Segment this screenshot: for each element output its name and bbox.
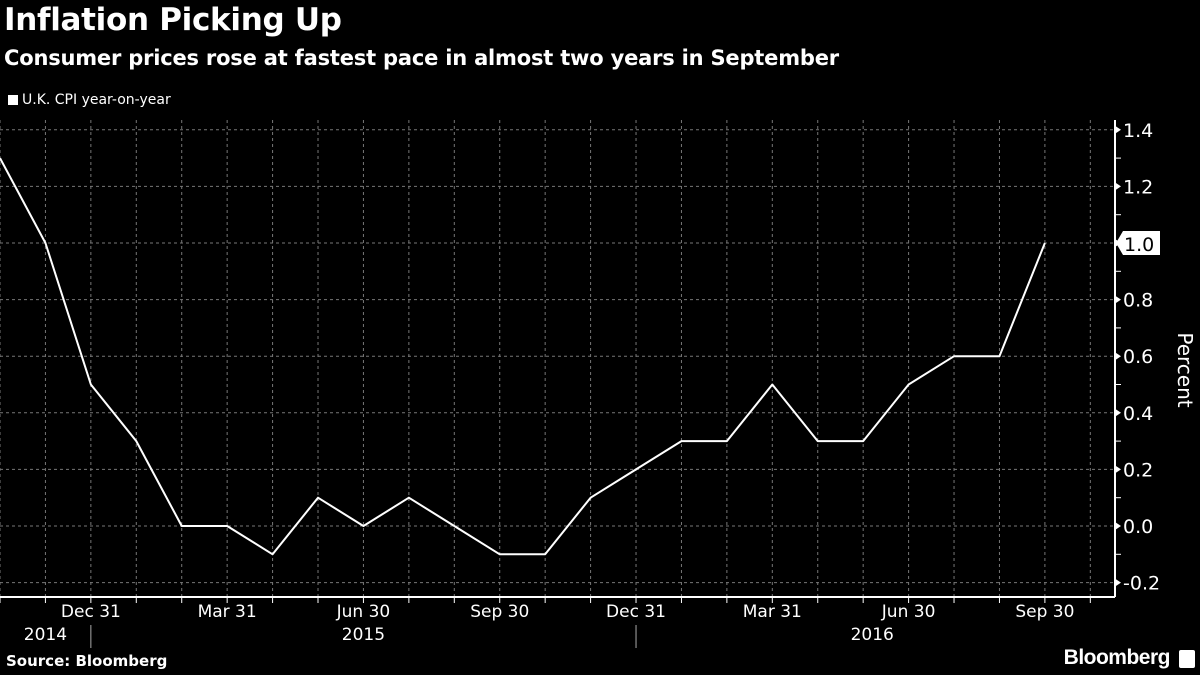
y-tick-label: 0.0 xyxy=(1123,516,1153,538)
x-tick-label: Jun 30 xyxy=(881,602,936,622)
y-tick-label: -0.2 xyxy=(1123,573,1160,595)
x-tick-label: Jun 30 xyxy=(336,602,391,622)
legend: U.K. CPI year-on-year xyxy=(8,92,171,108)
year-label: 2015 xyxy=(342,625,385,645)
legend-swatch xyxy=(8,95,18,105)
y-axis-label: Percent xyxy=(1173,332,1197,407)
year-label: 2016 xyxy=(851,625,894,645)
y-tick-label: 0.4 xyxy=(1123,403,1153,425)
y-tick xyxy=(1115,352,1121,361)
legend-label: U.K. CPI year-on-year xyxy=(22,92,171,108)
y-tick-label: 1.4 xyxy=(1123,120,1153,142)
y-tick xyxy=(1115,295,1121,304)
y-tick xyxy=(1115,125,1121,134)
bloomberg-logo: Bloomberg xyxy=(1063,646,1171,669)
y-tick-label: 0.6 xyxy=(1123,346,1153,368)
x-tick-label: Mar 31 xyxy=(198,602,257,622)
x-tick-label: Dec 31 xyxy=(61,602,121,622)
y-tick xyxy=(1115,465,1121,474)
y-tick-label: 0.8 xyxy=(1123,290,1153,312)
chart-subtitle: Consumer prices rose at fastest pace in … xyxy=(4,46,839,70)
y-tick-label: 0.2 xyxy=(1123,459,1153,481)
last-value-marker xyxy=(1116,231,1160,255)
last-value-label: 1.0 xyxy=(1124,234,1154,256)
source-note: Source: Bloomberg xyxy=(6,652,168,670)
y-tick xyxy=(1115,522,1121,530)
x-tick-label: Mar 31 xyxy=(743,602,802,622)
chart-title: Inflation Picking Up xyxy=(4,2,342,38)
x-tick-label: Sep 30 xyxy=(470,602,529,622)
y-tick xyxy=(1115,408,1121,417)
y-tick xyxy=(1115,182,1121,191)
series-line-uk-cpi xyxy=(0,157,1046,556)
y-tick xyxy=(1115,578,1121,587)
bloomberg-chart-icon xyxy=(1179,650,1195,668)
x-tick-label: Dec 31 xyxy=(606,602,666,622)
x-tick-label: Sep 30 xyxy=(1015,602,1074,622)
year-label: 2014 xyxy=(24,625,67,645)
y-tick-label: 1.2 xyxy=(1123,176,1153,198)
